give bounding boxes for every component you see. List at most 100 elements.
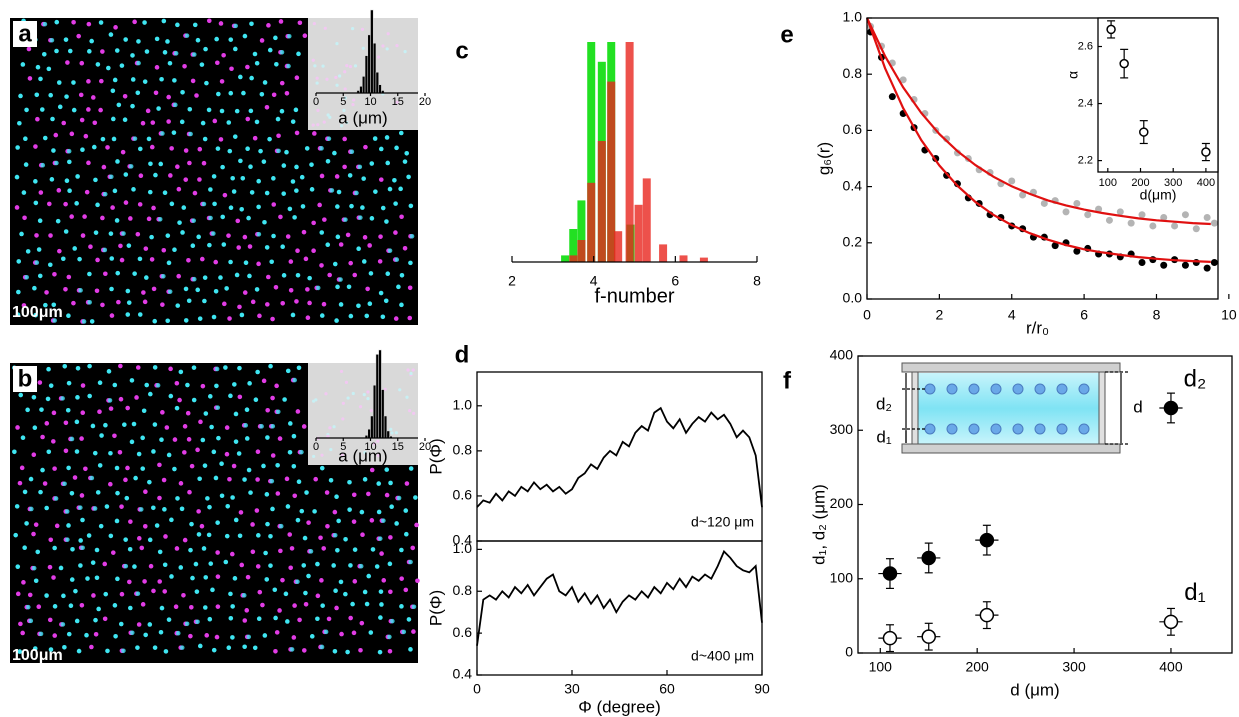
dot (319, 644, 325, 650)
bar (679, 255, 688, 262)
dot (60, 396, 65, 401)
dot (203, 46, 208, 52)
faint-dot (343, 70, 347, 74)
dot (295, 517, 301, 523)
dot (54, 160, 59, 166)
dot (287, 206, 293, 212)
dot (46, 66, 52, 72)
series-label: d₂ (1184, 365, 1207, 392)
dot (95, 490, 101, 495)
dot (70, 546, 75, 552)
point (1008, 177, 1016, 185)
dot (236, 245, 242, 250)
dot (202, 275, 208, 280)
dot (259, 91, 265, 97)
line (476, 549, 763, 646)
dot (408, 647, 413, 652)
dot (338, 302, 344, 307)
dot (90, 95, 96, 100)
faint-dot (324, 392, 328, 396)
dot (324, 490, 330, 495)
dot (23, 162, 29, 167)
dot (290, 179, 296, 184)
dot (61, 120, 67, 126)
dot (87, 363, 92, 369)
dot (335, 547, 340, 553)
dot (348, 260, 353, 266)
dot (389, 504, 394, 510)
dot (328, 477, 334, 483)
dot (294, 299, 299, 304)
dot (191, 218, 196, 223)
dot (113, 634, 118, 639)
dot (399, 272, 405, 278)
dot (374, 564, 380, 569)
bar (378, 349, 382, 439)
dot (306, 573, 311, 579)
dot (290, 312, 296, 318)
dot (366, 491, 371, 497)
dot (94, 288, 100, 294)
dot (27, 592, 33, 598)
dot (140, 602, 146, 607)
dot (182, 64, 187, 69)
dot (319, 173, 325, 179)
dot (110, 205, 115, 210)
dot (111, 136, 117, 142)
dot (262, 633, 268, 638)
dot (39, 407, 44, 412)
dot (165, 39, 170, 44)
dot (140, 466, 146, 471)
dot (294, 188, 299, 193)
x-tick-label: 200 (965, 659, 989, 675)
dot (191, 52, 197, 57)
dot (97, 463, 103, 468)
dot (404, 531, 409, 537)
dot (228, 90, 234, 96)
dot (309, 634, 315, 639)
dot (131, 421, 137, 427)
dot (329, 188, 335, 193)
dot (201, 201, 207, 207)
dot (74, 419, 80, 425)
dot (204, 633, 210, 638)
point (1138, 258, 1146, 266)
dot (158, 161, 164, 167)
bottom-plate (901, 443, 1121, 454)
x-tick-label: 400 (1159, 659, 1183, 675)
dot (178, 369, 184, 375)
dot (259, 38, 265, 43)
faint-dot (366, 390, 370, 394)
dot (238, 510, 244, 515)
dot (348, 615, 353, 621)
dot (177, 220, 182, 225)
dot (63, 420, 69, 426)
dot (142, 524, 148, 529)
dot (186, 298, 192, 304)
dot (148, 563, 154, 569)
dot (394, 521, 399, 526)
dot (89, 319, 95, 324)
dot (86, 160, 91, 166)
dot (14, 174, 20, 180)
dot (287, 450, 293, 455)
dot (275, 462, 280, 468)
dot (242, 477, 247, 482)
y-tick-label: 0.6 (843, 121, 863, 137)
dot (182, 537, 188, 543)
inset-y-label: α (1065, 71, 1081, 79)
dot (338, 579, 344, 585)
dot (143, 632, 148, 638)
dot (300, 204, 306, 209)
dot (228, 615, 234, 621)
dot (168, 366, 173, 372)
faint-dot (390, 431, 394, 435)
dot (173, 102, 178, 108)
dot (294, 75, 300, 81)
dot (224, 425, 230, 430)
dot (208, 215, 213, 221)
dot (182, 424, 188, 429)
point (1084, 211, 1092, 219)
dot (254, 119, 260, 125)
dot (385, 160, 391, 166)
